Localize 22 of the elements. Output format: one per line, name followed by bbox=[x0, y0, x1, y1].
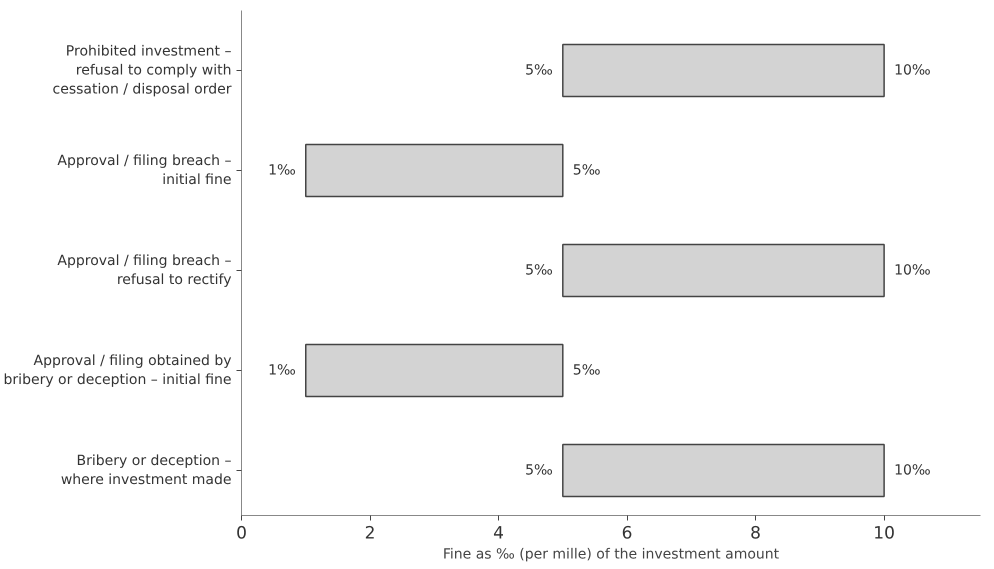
y-tick-label: Approval / filing breach – initial fine bbox=[57, 152, 232, 188]
annotation: 1‰ bbox=[268, 162, 296, 178]
annotation: 5‰ bbox=[572, 162, 601, 178]
annotation: 1‰ bbox=[268, 362, 296, 378]
x-tick-label: 0 bbox=[236, 524, 247, 544]
annotation: 10‰ bbox=[894, 262, 931, 278]
y-tick-label: Approval / filing breach – refusal to rectify bbox=[57, 252, 232, 288]
annotation: 10‰ bbox=[894, 62, 931, 78]
x-tick-label: 10 bbox=[873, 524, 895, 544]
annotation: 5‰ bbox=[525, 62, 554, 78]
x-tick-label: 2 bbox=[364, 524, 376, 544]
y-tick-label: Bribery or deception – where investment made bbox=[60, 452, 232, 488]
y-tick-label: Prohibited investment – refusal to comply with cessation / disposal order bbox=[52, 43, 232, 98]
x-axis-title: Fine as ‰ (per mille) of the investment amount bbox=[442, 546, 780, 562]
x-tick-label: 6 bbox=[622, 524, 632, 544]
annotation: 10‰ bbox=[894, 462, 931, 478]
annotation: 5‰ bbox=[525, 262, 554, 278]
annotation: 5‰ bbox=[572, 362, 601, 378]
y-tick-label: Approval / filing obtained by bribery or deception – initial fine bbox=[4, 352, 232, 388]
x-tick-label: 4 bbox=[493, 524, 504, 544]
annotation: 5‰ bbox=[525, 462, 554, 478]
x-tick-label: 8 bbox=[750, 524, 762, 544]
